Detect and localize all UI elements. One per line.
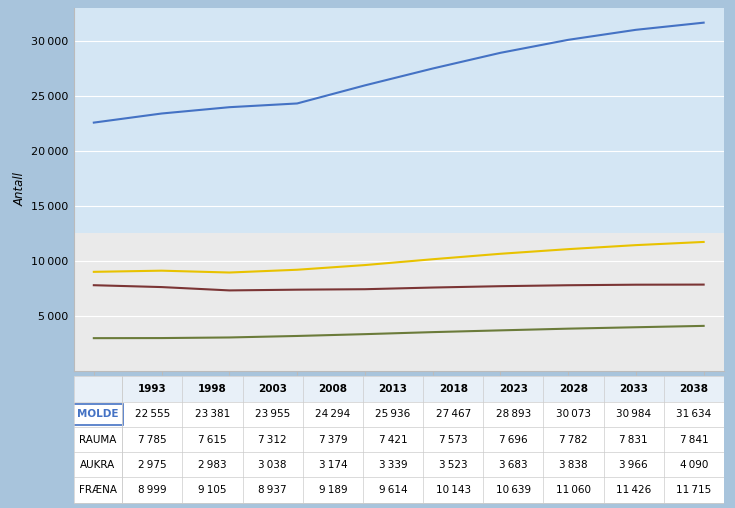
Text: 9 105: 9 105 [198,485,227,495]
Text: RAUMA: RAUMA [79,434,117,444]
Text: 7 615: 7 615 [198,434,227,444]
Text: 7 421: 7 421 [379,434,407,444]
Text: 4 090: 4 090 [680,460,708,470]
Text: 2028: 2028 [559,384,588,394]
Text: 1993: 1993 [138,384,167,394]
Text: 3 523: 3 523 [439,460,467,470]
Text: MOLDE: MOLDE [77,409,118,419]
Text: 11 715: 11 715 [676,485,711,495]
Text: 22 555: 22 555 [135,409,170,419]
Text: 8 937: 8 937 [259,485,287,495]
Text: 2008: 2008 [318,384,348,394]
Text: 2003: 2003 [258,384,287,394]
Text: 3 339: 3 339 [379,460,407,470]
Text: 2 983: 2 983 [198,460,227,470]
Text: 7 785: 7 785 [138,434,167,444]
Text: 7 573: 7 573 [439,434,467,444]
Text: 2023: 2023 [499,384,528,394]
Text: 3 038: 3 038 [259,460,287,470]
Text: 10 143: 10 143 [436,485,471,495]
Text: 2038: 2038 [679,384,709,394]
Text: FRÆNA: FRÆNA [79,485,117,495]
Text: 7 312: 7 312 [259,434,287,444]
Text: 7 831: 7 831 [620,434,648,444]
Text: 24 294: 24 294 [315,409,351,419]
Text: 9 189: 9 189 [318,485,347,495]
X-axis label: År: År [392,391,405,404]
Text: 23 381: 23 381 [195,409,230,419]
Text: 1998: 1998 [198,384,227,394]
Text: 7 841: 7 841 [680,434,709,444]
Text: AUKRA: AUKRA [80,460,115,470]
Text: 3 174: 3 174 [318,460,347,470]
Text: 23 955: 23 955 [255,409,290,419]
Text: 2013: 2013 [379,384,407,394]
Text: 9 614: 9 614 [379,485,407,495]
Text: 10 639: 10 639 [496,485,531,495]
Text: 28 893: 28 893 [496,409,531,419]
FancyBboxPatch shape [71,403,123,425]
Text: 30 073: 30 073 [556,409,591,419]
Bar [74,376,724,402]
Text: 11 426: 11 426 [616,485,651,495]
Text: 7 379: 7 379 [318,434,347,444]
Text: 3 966: 3 966 [620,460,648,470]
Bar [74,8,724,233]
Text: 2018: 2018 [439,384,467,394]
Text: 11 060: 11 060 [556,485,591,495]
Text: 7 782: 7 782 [559,434,588,444]
Bar [74,233,724,371]
Text: 25 936: 25 936 [376,409,411,419]
Text: 31 634: 31 634 [676,409,711,419]
Y-axis label: Antall: Antall [14,172,27,206]
Text: 30 984: 30 984 [616,409,651,419]
Text: 2033: 2033 [619,384,648,394]
Text: 8 999: 8 999 [138,485,167,495]
Text: 3 683: 3 683 [499,460,528,470]
Text: 3 838: 3 838 [559,460,588,470]
Text: 7 696: 7 696 [499,434,528,444]
Text: 2 975: 2 975 [138,460,167,470]
Text: 27 467: 27 467 [436,409,471,419]
